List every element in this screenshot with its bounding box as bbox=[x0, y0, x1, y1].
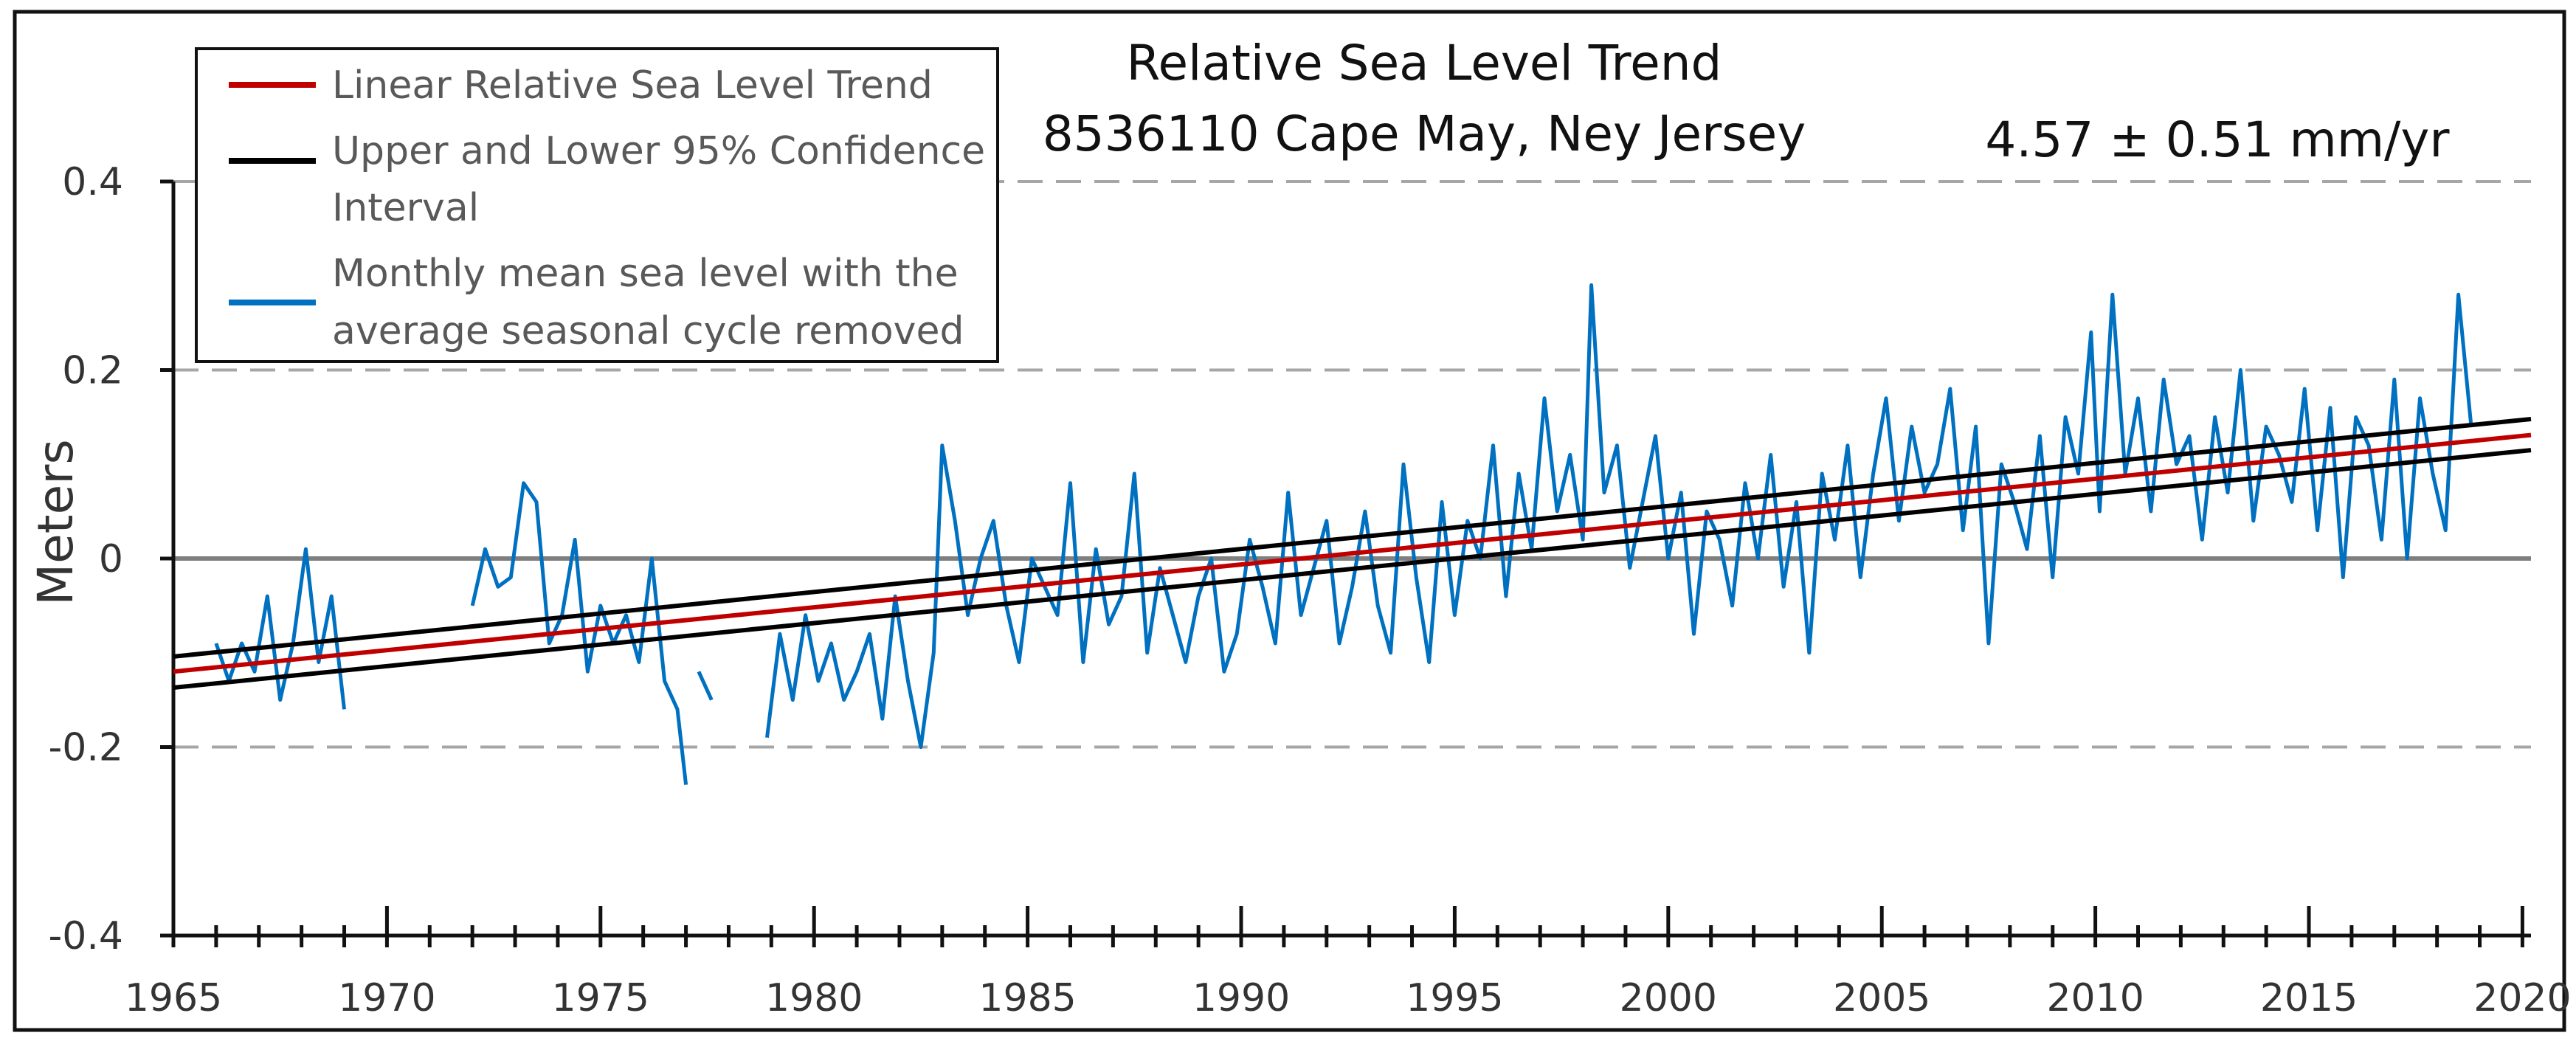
x-tick-label: 1995 bbox=[1406, 976, 1503, 1020]
trend-series-group bbox=[173, 416, 2532, 691]
y-tick-label: -0.4 bbox=[49, 914, 123, 958]
x-tick-label: 1990 bbox=[1192, 976, 1290, 1020]
y-tick-label: 0 bbox=[99, 537, 123, 581]
x-tick-label: 1985 bbox=[978, 976, 1076, 1020]
trend-rate-annotation: 4.57 ± 0.51 mm/yr bbox=[1985, 111, 2450, 168]
x-tick-label: 2020 bbox=[2473, 976, 2571, 1020]
x-tick-label: 2005 bbox=[1833, 976, 1930, 1020]
legend-box bbox=[195, 47, 999, 363]
monthly-series-group bbox=[214, 283, 2473, 785]
lower-confidence-line bbox=[173, 448, 2532, 691]
y-tick-label: 0.2 bbox=[62, 349, 123, 393]
monthly-mean-sea-level-line bbox=[697, 671, 714, 701]
legend-label-confidence-line1: Upper and Lower 95% Confidence bbox=[332, 129, 985, 173]
x-tick-label: 1970 bbox=[338, 976, 435, 1020]
y-tick-labels: 0.4 0.2 0 -0.2 -0.4 bbox=[49, 160, 123, 958]
monthly-mean-sea-level-line bbox=[765, 283, 2473, 749]
x-tick-label: 1975 bbox=[552, 976, 649, 1020]
legend-label-confidence-line2: Interval bbox=[332, 186, 479, 230]
monthly-mean-sea-level-line bbox=[470, 481, 688, 785]
x-tick-label: 2000 bbox=[1620, 976, 1717, 1020]
tick-marks bbox=[160, 179, 2524, 947]
x-tick-label: 2010 bbox=[2046, 976, 2144, 1020]
legend-label-trend: Linear Relative Sea Level Trend bbox=[332, 63, 933, 108]
x-tick-label: 1965 bbox=[125, 976, 222, 1020]
chart-subtitle: 8536110 Cape May, Ney Jersey bbox=[1043, 106, 1806, 162]
linear-trend-line bbox=[173, 432, 2532, 674]
legend-label-monthly-line1: Monthly mean sea level with the bbox=[332, 252, 959, 296]
y-tick-label: -0.2 bbox=[49, 726, 123, 770]
y-tick-label: 0.4 bbox=[62, 160, 123, 204]
y-axis-label: Meters bbox=[27, 439, 84, 606]
legend-label-monthly-line2: average seasonal cycle removed bbox=[332, 309, 964, 353]
chart-title: Relative Sea Level Trend bbox=[1127, 35, 1722, 91]
x-tick-label: 1980 bbox=[765, 976, 863, 1020]
upper-confidence-line bbox=[173, 416, 2532, 659]
x-tick-labels: 1965 1970 1975 1980 1985 1990 1995 2000 2005 2010… bbox=[125, 976, 2572, 1020]
x-tick-label: 2015 bbox=[2260, 976, 2358, 1020]
legend: Linear Relative Sea Level Trend Upper an… bbox=[195, 47, 999, 363]
